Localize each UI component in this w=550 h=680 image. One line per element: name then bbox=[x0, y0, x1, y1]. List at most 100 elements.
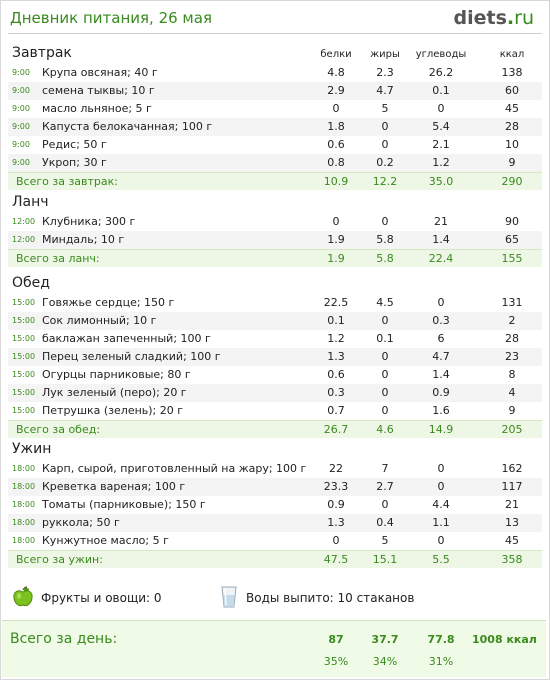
food-fat: 0 bbox=[381, 215, 389, 228]
food-fat: 0 bbox=[381, 498, 389, 511]
food-fat: 5 bbox=[381, 102, 389, 115]
food-time: 15:00 bbox=[12, 316, 36, 325]
food-carbs: 6 bbox=[437, 332, 445, 345]
food-row[interactable]: 15:00 Огурцы парниковые; 80 г 0.6 0 1.4 8 bbox=[8, 366, 542, 384]
food-time: 15:00 bbox=[12, 388, 36, 397]
meal-total-row: Всего за завтрак: 10.9 12.2 35.0 290 bbox=[8, 172, 542, 190]
food-row[interactable]: 12:00 Миндаль; 10 г 1.9 5.8 1.4 65 bbox=[8, 231, 542, 249]
food-time: 15:00 bbox=[12, 352, 36, 361]
food-kcal: 2 bbox=[508, 314, 516, 327]
food-name: Клубника; 300 г bbox=[42, 215, 136, 228]
food-name: Петрушка (зелень); 20 г bbox=[42, 404, 184, 417]
logo-main: diets bbox=[453, 7, 507, 29]
food-row[interactable]: 18:00 Кунжутное масло; 5 г 0 5 0 45 bbox=[8, 532, 542, 550]
food-row[interactable]: 15:00 баклажан запеченный; 100 г 1.2 0.1 6 28 bbox=[8, 330, 542, 348]
food-time: 15:00 bbox=[12, 406, 36, 415]
food-time: 12:00 bbox=[12, 235, 36, 244]
food-name: Миндаль; 10 г bbox=[42, 233, 125, 246]
food-time: 15:00 bbox=[12, 370, 36, 379]
meal-title: Ужин bbox=[12, 441, 52, 457]
food-kcal: 21 bbox=[505, 498, 519, 511]
fruits-veg-count: Фрукты и овощи: 0 bbox=[41, 591, 162, 605]
food-kcal: 8 bbox=[508, 368, 516, 381]
food-time: 18:00 bbox=[12, 464, 36, 473]
food-protein: 1.9 bbox=[327, 233, 345, 246]
food-protein: 4.8 bbox=[327, 66, 345, 79]
food-time: 15:00 bbox=[12, 298, 36, 307]
food-carbs: 26.2 bbox=[428, 66, 454, 79]
food-name: Перец зеленый сладкий; 100 г bbox=[42, 350, 221, 363]
food-protein: 1.3 bbox=[327, 350, 345, 363]
food-carbs: 5.4 bbox=[432, 120, 450, 133]
food-row[interactable]: 15:00 Петрушка (зелень); 20 г 0.7 0 1.6 9 bbox=[8, 402, 542, 420]
food-kcal: 45 bbox=[505, 534, 519, 547]
food-name: Сок лимонный; 10 г bbox=[42, 314, 157, 327]
day-pct-fat: 34% bbox=[372, 655, 398, 668]
col-kcal: ккал bbox=[499, 49, 525, 60]
food-fat: 0 bbox=[381, 350, 389, 363]
food-protein: 1.8 bbox=[327, 120, 345, 133]
food-row[interactable]: 15:00 Сок лимонный; 10 г 0.1 0 0.3 2 bbox=[8, 312, 542, 330]
logo-dot: . bbox=[506, 7, 515, 29]
meal-total-label: Всего за обед: bbox=[16, 423, 101, 436]
food-row[interactable]: 9:00 Редис; 50 г 0.6 0 2.1 10 bbox=[8, 136, 542, 154]
food-fat: 0.1 bbox=[376, 332, 394, 345]
food-carbs: 21 bbox=[434, 215, 448, 228]
food-carbs: 0 bbox=[437, 462, 445, 475]
food-fat: 0.4 bbox=[376, 516, 394, 529]
day-pct-carbs: 31% bbox=[428, 655, 454, 668]
meal-total-kcal: 155 bbox=[501, 252, 523, 265]
food-row[interactable]: 12:00 Клубника; 300 г 0 0 21 90 bbox=[8, 213, 542, 231]
meal-total-protein: 47.5 bbox=[323, 553, 349, 566]
food-name: Редис; 50 г bbox=[42, 138, 107, 151]
food-protein: 0.1 bbox=[327, 314, 345, 327]
food-protein: 0 bbox=[332, 534, 340, 547]
food-carbs: 0.1 bbox=[432, 84, 450, 97]
food-protein: 0.6 bbox=[327, 368, 345, 381]
green-apple-icon bbox=[13, 586, 33, 607]
col-fat: жиры bbox=[370, 49, 400, 60]
food-name: руккола; 50 г bbox=[42, 516, 120, 529]
meal-total-carbs: 35.0 bbox=[428, 175, 454, 188]
food-fat: 5.8 bbox=[376, 233, 394, 246]
food-row[interactable]: 9:00 Крупа овсяная; 40 г 4.8 2.3 26.2 138 bbox=[8, 64, 542, 82]
day-pct-protein: 35% bbox=[323, 655, 349, 668]
food-row[interactable]: 9:00 семена тыквы; 10 г 2.9 4.7 0.1 60 bbox=[8, 82, 542, 100]
food-carbs: 2.1 bbox=[432, 138, 450, 151]
food-protein: 0.6 bbox=[327, 138, 345, 151]
food-fat: 0 bbox=[381, 314, 389, 327]
header: Дневник питания, 26 мая diets.ru bbox=[8, 7, 542, 31]
food-row[interactable]: 18:00 Креветка вареная; 100 г 23.3 2.7 0 117 bbox=[8, 478, 542, 496]
food-fat: 2.7 bbox=[376, 480, 394, 493]
food-protein: 0.9 bbox=[327, 498, 345, 511]
food-protein: 0 bbox=[332, 102, 340, 115]
food-row[interactable]: 15:00 Говяжье сердце; 150 г 22.5 4.5 0 131 bbox=[8, 294, 542, 312]
food-kcal: 138 bbox=[501, 66, 523, 79]
food-name: Карп, сырой, приготовленный на жару; 100… bbox=[42, 462, 307, 475]
food-name: Укроп; 30 г bbox=[42, 156, 107, 169]
food-protein: 0.3 bbox=[327, 386, 345, 399]
logo-tld: ru bbox=[514, 7, 534, 29]
day-total-fat: 37.7 bbox=[371, 633, 399, 646]
food-kcal: 131 bbox=[501, 296, 523, 309]
food-row[interactable]: 18:00 Томаты (парниковые); 150 г 0.9 0 4.4 21 bbox=[8, 496, 542, 514]
food-row[interactable]: 9:00 Укроп; 30 г 0.8 0.2 1.2 9 bbox=[8, 154, 542, 172]
food-time: 18:00 bbox=[12, 536, 36, 545]
meal-total-kcal: 205 bbox=[501, 423, 523, 436]
food-fat: 5 bbox=[381, 534, 389, 547]
food-row[interactable]: 9:00 Капуста белокачанная; 100 г 1.8 0 5.4 28 bbox=[8, 118, 542, 136]
food-fat: 0 bbox=[381, 138, 389, 151]
food-time: 9:00 bbox=[12, 158, 30, 167]
food-row[interactable]: 9:00 масло льняное; 5 г 0 5 0 45 bbox=[8, 100, 542, 118]
page-title: Дневник питания, 26 мая bbox=[10, 9, 212, 27]
site-logo[interactable]: diets.ru bbox=[454, 7, 534, 29]
food-row[interactable]: 15:00 Лук зеленый (перо); 20 г 0.3 0 0.9 4 bbox=[8, 384, 542, 402]
food-row[interactable]: 15:00 Перец зеленый сладкий; 100 г 1.3 0 4.7… bbox=[8, 348, 542, 366]
meal-title: Завтрак bbox=[12, 45, 72, 61]
food-time: 15:00 bbox=[12, 334, 36, 343]
food-row[interactable]: 18:00 Карп, сырой, приготовленный на жару… bbox=[8, 460, 542, 478]
food-row[interactable]: 18:00 руккола; 50 г 1.3 0.4 1.1 13 bbox=[8, 514, 542, 532]
food-protein: 1.3 bbox=[327, 516, 345, 529]
meal-total-protein: 26.7 bbox=[323, 423, 349, 436]
food-fat: 0 bbox=[381, 368, 389, 381]
